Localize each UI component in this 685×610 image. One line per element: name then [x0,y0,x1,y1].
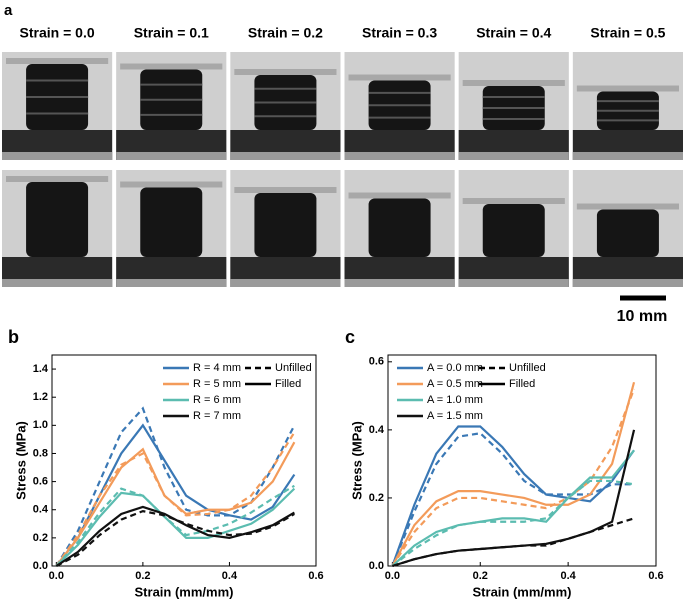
y-tick-label: 1.2 [33,391,48,403]
photo-plate [576,85,679,92]
scale-bar-label: 10 mm [617,308,668,325]
photo-plate [348,74,451,81]
photo-sample [596,209,659,257]
line-filled [55,487,296,567]
x-tick-label: 0.6 [308,570,323,582]
photo-plate [120,181,223,188]
strain-label: Strain = 0.5 [590,25,665,41]
photo-base-edge [458,279,569,287]
legend-label: Unfilled [275,362,312,374]
legend-label: Filled [275,378,301,390]
photo-base-edge [2,279,113,287]
photo-plate [234,187,337,193]
photo-sample [254,193,317,257]
y-axis-label: Stress (MPa) [13,421,28,500]
line-filled [392,429,636,568]
x-tick-label: 0.0 [49,570,64,582]
photo-base-edge [572,279,683,287]
y-tick-label: 0.0 [33,560,48,572]
legend-label: Filled [509,378,535,390]
legend-label: R = 7 mm [193,410,241,422]
y-tick-label: 0.8 [33,447,48,459]
legend-label: A = 0.5 mm [427,378,483,390]
photo-base-edge [344,152,455,160]
photo-base-edge [344,279,455,287]
photo-plate [462,198,565,204]
y-tick-label: 0.6 [33,476,48,488]
legend-label: R = 4 mm [193,362,241,374]
photo-base-edge [230,279,341,287]
panel-label: a [4,2,13,19]
line-unfilled [392,517,635,568]
y-tick-label: 0.0 [369,560,384,572]
photo-plate [576,203,679,210]
y-tick-label: 0.2 [33,532,48,544]
photo-plate [462,80,565,86]
x-tick-label: 0.0 [385,570,400,582]
photo-sample [482,204,545,257]
panel-label: c [345,327,355,347]
y-tick-label: 0.4 [369,424,385,436]
line-unfilled [391,432,635,567]
photo-base-edge [572,152,683,160]
y-tick-label: 1.4 [33,363,49,375]
photo-base-edge [230,152,341,160]
legend-label: Unfilled [509,362,546,374]
strain-label: Strain = 0.0 [20,25,95,41]
plot-frame [51,354,317,567]
line-filled [391,425,635,567]
panel-label: b [8,327,19,347]
legend-label: R = 5 mm [193,378,241,390]
photo-sample [26,182,89,257]
legend-label: A = 1.5 mm [427,410,483,422]
photo-sample [368,198,431,257]
line-unfilled [391,479,635,567]
y-tick-label: 0.2 [369,492,384,504]
photo-base-edge [458,152,569,160]
x-axis-label: Strain (mm/mm) [473,584,572,599]
line-unfilled [55,484,295,567]
photo-plate [234,69,337,75]
x-axis-label: Strain (mm/mm) [135,584,234,599]
y-tick-label: 0.6 [369,356,384,368]
x-tick-label: 0.2 [473,570,488,582]
y-tick-label: 1.0 [33,419,48,431]
strain-label: Strain = 0.4 [476,25,551,41]
y-tick-label: 0.4 [33,504,49,516]
photo-plate [6,58,109,64]
photo-base-edge [116,279,227,287]
photo-plate [348,192,451,199]
photo-base-edge [2,152,113,160]
legend-label: A = 0.0 mm [427,362,483,374]
line-filled [55,441,296,567]
x-tick-label: 0.2 [135,570,150,582]
legend-label: A = 1.0 mm [427,394,483,406]
x-tick-label: 0.6 [648,570,663,582]
strain-label: Strain = 0.1 [134,25,209,41]
plot-frame [387,354,657,567]
line-filled [391,381,636,567]
line-unfilled [391,388,636,567]
strain-label: Strain = 0.3 [362,25,437,41]
x-tick-label: 0.4 [560,570,576,582]
strain-label: Strain = 0.2 [248,25,323,41]
photo-sample [140,187,203,257]
y-axis-label: Stress (MPa) [349,421,364,500]
photo-plate [120,63,223,70]
line-unfilled [55,431,296,567]
x-tick-label: 0.4 [222,570,238,582]
photo-plate [6,176,109,182]
line-filled [55,505,295,567]
line-filled [391,449,635,567]
legend-label: R = 6 mm [193,394,241,406]
photo-base-edge [116,152,227,160]
